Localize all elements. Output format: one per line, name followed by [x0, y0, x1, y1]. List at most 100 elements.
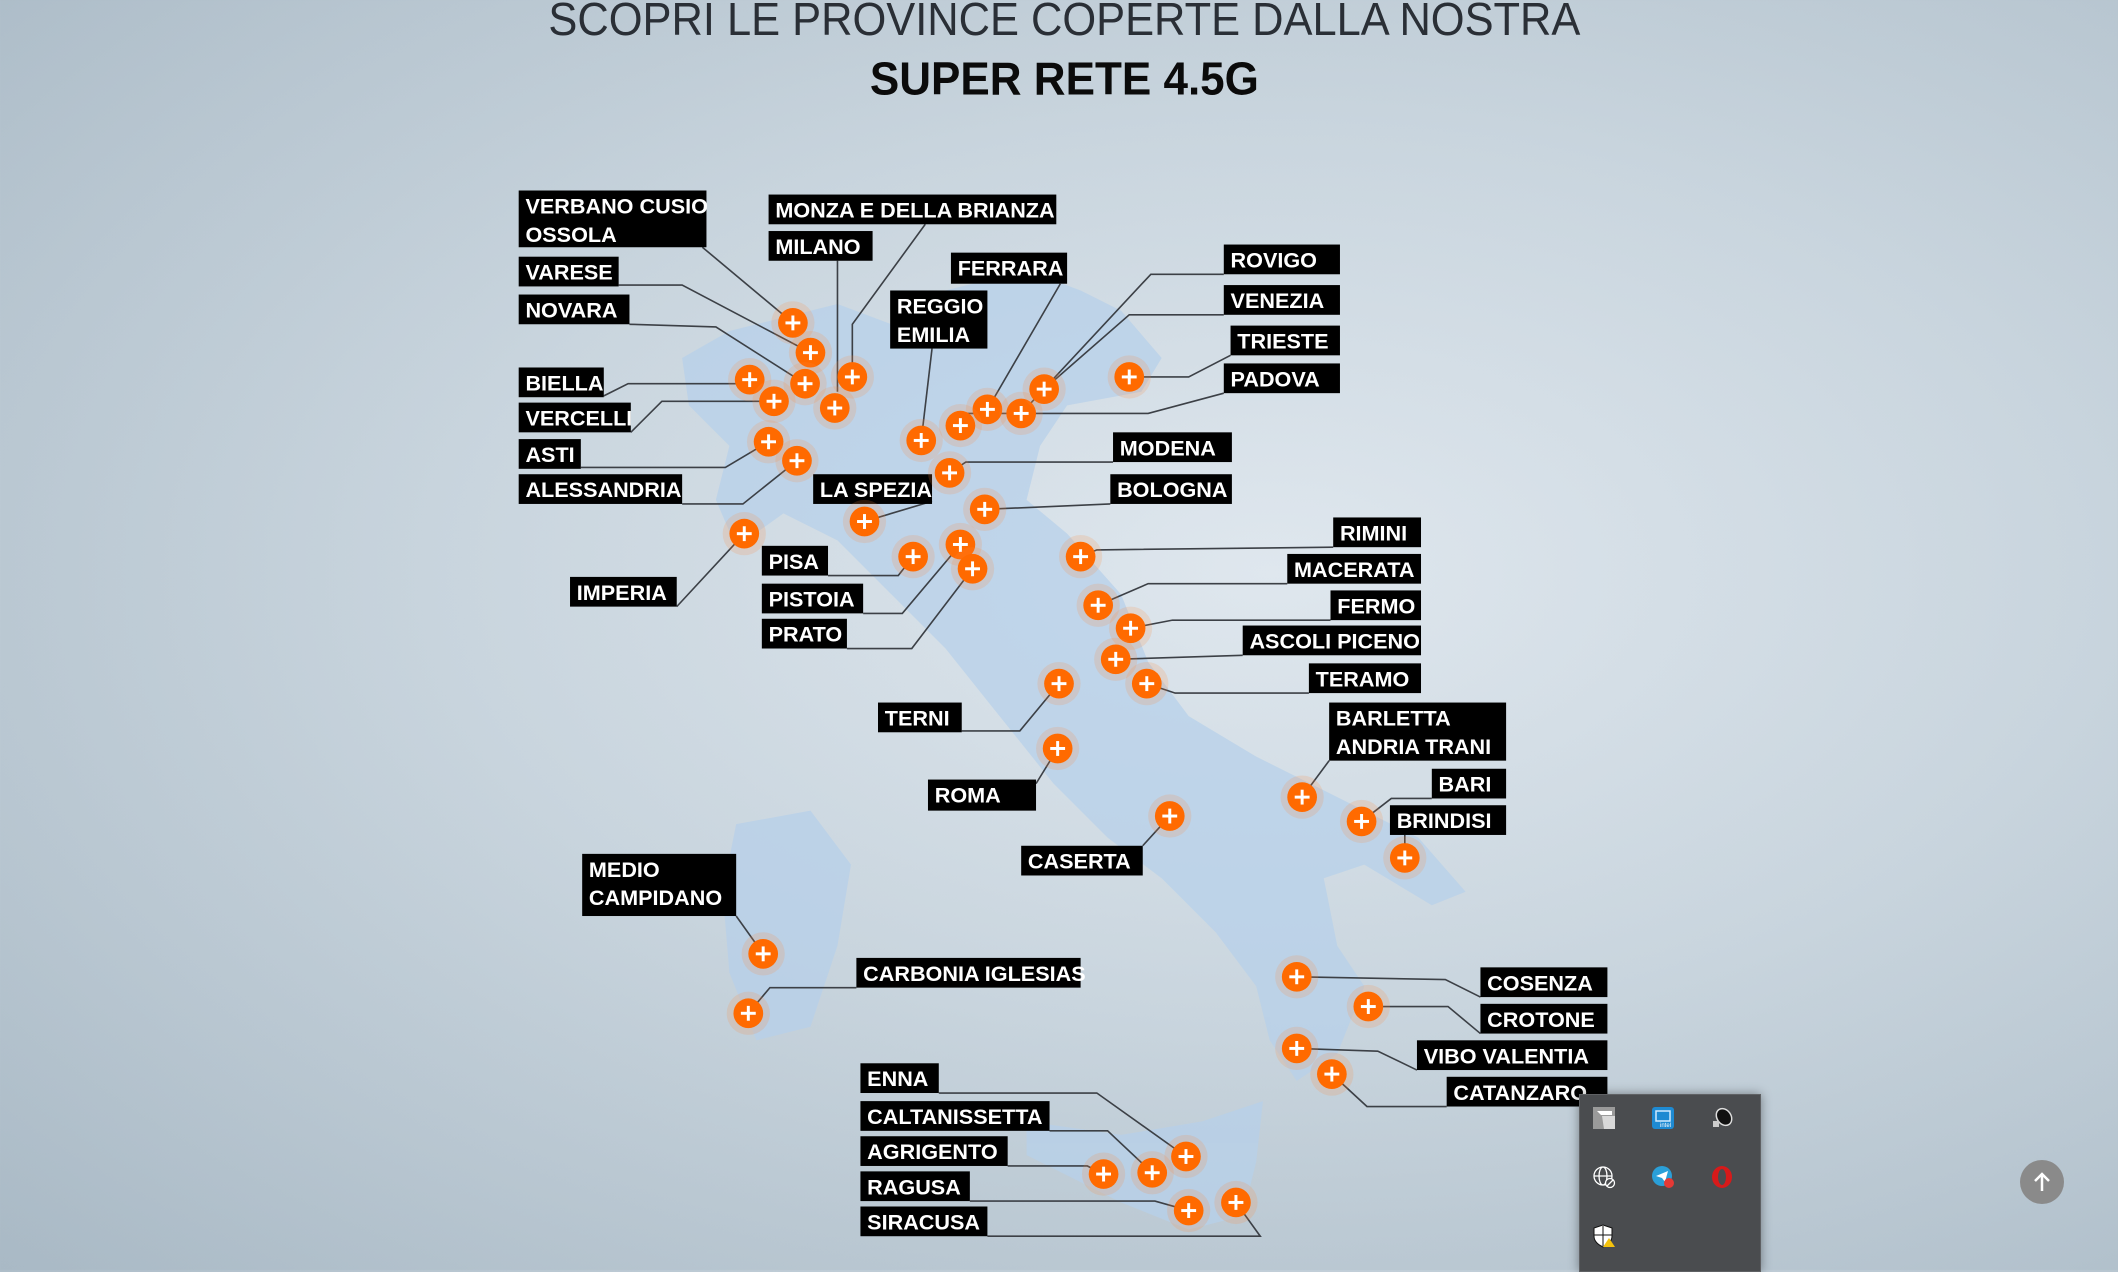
marker-plus-icon-novara[interactable] — [783, 362, 827, 406]
marker-plus-icon-enna[interactable] — [1164, 1134, 1208, 1179]
marker-plus-icon-rovigo[interactable] — [999, 391, 1043, 436]
province-label-vercelli[interactable]: VERCELLI — [518, 402, 633, 433]
province-label-rimini[interactable]: RIMINI — [1333, 517, 1422, 548]
province-label-pisa[interactable]: PISA — [761, 545, 829, 576]
marker-plus-icon-biella[interactable] — [728, 358, 772, 402]
marker-plus-icon-roma[interactable] — [1036, 726, 1080, 771]
province-label-cosenza[interactable]: COSENZA — [1480, 967, 1608, 998]
marker-plus-icon-macerata[interactable] — [1076, 583, 1120, 627]
province-label-prato[interactable]: PRATO — [761, 618, 847, 649]
marker-plus-icon-siracusa[interactable] — [1214, 1180, 1258, 1225]
marker-plus-icon-cosenza[interactable] — [1275, 955, 1319, 999]
marker-plus-icon-varese[interactable] — [788, 331, 833, 375]
marker-plus-icon-ferrara[interactable] — [965, 387, 1010, 431]
marker-plus-icon-monza-e-della-brianza[interactable] — [830, 355, 874, 399]
province-name: PADOVA — [1231, 366, 1321, 391]
scroll-to-top-button[interactable] — [2020, 1160, 2064, 1204]
province-label-brindisi[interactable]: BRINDISI — [1389, 805, 1507, 835]
intel-graphics-icon[interactable]: intel — [1649, 1104, 1677, 1132]
marker-plus-icon-milano[interactable] — [813, 386, 857, 430]
marker-plus-icon-verbano-cusio-ossola[interactable] — [771, 301, 815, 345]
province-label-barletta-andria-trani[interactable]: BARLETTA ANDRIA TRANI — [1329, 702, 1507, 761]
province-label-modena[interactable]: MODENA — [1113, 432, 1232, 463]
marker-plus-icon-carbonia-iglesias[interactable] — [726, 991, 770, 1035]
marker-plus-icon-trieste[interactable] — [1107, 355, 1151, 399]
province-label-catanzaro[interactable]: CATANZARO — [1446, 1076, 1608, 1107]
marker-plus-icon-barletta-andria-trani[interactable] — [1280, 775, 1324, 819]
province-label-bari[interactable]: BARI — [1431, 768, 1507, 799]
province-label-la-spezia[interactable]: LA SPEZIA — [813, 474, 932, 504]
province-label-imperia[interactable]: IMPERIA — [570, 576, 677, 607]
marker-plus-icon-bari[interactable] — [1339, 799, 1384, 844]
province-label-venezia[interactable]: VENEZIA — [1223, 285, 1340, 315]
province-label-alessandria[interactable]: ALESSANDRIA — [518, 474, 683, 504]
province-label-monza-e-della-brianza[interactable]: MONZA E DELLA BRIANZA — [768, 194, 1057, 225]
marker-plus-icon-brindisi[interactable] — [1383, 836, 1427, 880]
province-label-trieste[interactable]: TRIESTE — [1230, 325, 1340, 356]
marker-plus-icon-la-spezia[interactable] — [842, 499, 887, 544]
province-label-carbonia-iglesias[interactable]: CARBONIA IGLESIAS — [856, 957, 1086, 988]
marker-plus-icon-reggio-emilia[interactable] — [899, 418, 943, 463]
leader-line-ascoli-piceno — [1115, 654, 1243, 661]
marker-plus-icon-alessandria[interactable] — [775, 439, 819, 483]
marker-plus-icon-ragusa[interactable] — [1167, 1188, 1211, 1233]
opera-icon[interactable] — [1708, 1163, 1736, 1191]
marker-plus-icon-venezia[interactable] — [1022, 367, 1066, 411]
province-label-pistoia[interactable]: PISTOIA — [761, 583, 864, 614]
app-g-icon[interactable] — [1590, 1104, 1618, 1132]
province-label-caltanissetta[interactable]: CALTANISSETTA — [860, 1101, 1050, 1131]
province-label-caserta[interactable]: CASERTA — [1021, 845, 1143, 876]
province-label-novara[interactable]: NOVARA — [518, 294, 630, 325]
province-label-varese[interactable]: VARESE — [518, 256, 619, 287]
province-label-roma[interactable]: ROMA — [927, 779, 1037, 811]
windows-security-warning-icon[interactable] — [1590, 1222, 1618, 1250]
province-label-vibo-valentia[interactable]: VIBO VALENTIA — [1416, 1040, 1608, 1071]
network-blocked-icon[interactable] — [1590, 1163, 1618, 1191]
marker-plus-icon-prato[interactable] — [950, 547, 995, 591]
province-label-ascoli-piceno[interactable]: ASCOLI PICENO — [1242, 625, 1422, 656]
speaker-icon[interactable] — [1708, 1104, 1736, 1132]
marker-plus-icon-fermo[interactable] — [1108, 606, 1153, 650]
leader-line-rovigo — [1020, 273, 1224, 414]
marker-plus-icon-pisa[interactable] — [891, 535, 935, 579]
leader-line-venezia — [1043, 313, 1224, 390]
province-label-milano[interactable]: MILANO — [768, 231, 873, 261]
province-label-agrigento[interactable]: AGRIGENTO — [860, 1136, 1008, 1166]
province-label-asti[interactable]: ASTI — [518, 439, 581, 469]
marker-plus-icon-modena[interactable] — [927, 451, 972, 495]
province-label-bologna[interactable]: BOLOGNA — [1110, 474, 1232, 504]
marker-plus-icon-asti[interactable] — [746, 420, 791, 464]
marker-plus-icon-vercelli[interactable] — [752, 379, 796, 423]
marker-plus-icon-vibo-valentia[interactable] — [1275, 1026, 1319, 1071]
province-label-macerata[interactable]: MACERATA — [1287, 553, 1422, 584]
province-label-fermo[interactable]: FERMO — [1330, 590, 1422, 621]
province-label-siracusa[interactable]: SIRACUSA — [860, 1206, 988, 1237]
marker-plus-icon-crotone[interactable] — [1346, 984, 1390, 1029]
marker-plus-icon-agrigento[interactable] — [1081, 1152, 1126, 1196]
marker-plus-icon-imperia[interactable] — [722, 512, 766, 556]
marker-plus-icon-caltanissetta[interactable] — [1130, 1151, 1174, 1195]
province-label-teramo[interactable]: TERAMO — [1308, 663, 1422, 694]
province-label-verbano-cusio-ossola[interactable]: VERBANO CUSIO OSSOLA — [518, 190, 708, 248]
marker-plus-icon-rimini[interactable] — [1059, 535, 1103, 579]
marker-plus-icon-ascoli-piceno[interactable] — [1094, 637, 1138, 681]
marker-plus-icon-bologna[interactable] — [963, 487, 1007, 531]
telegram-icon[interactable] — [1649, 1163, 1677, 1191]
province-label-medio-campidano[interactable]: MEDIO CAMPIDANO — [582, 853, 737, 917]
province-label-padova[interactable]: PADOVA — [1223, 363, 1340, 394]
marker-plus-icon-pistoia[interactable] — [938, 522, 983, 567]
marker-plus-icon-padova[interactable] — [938, 403, 983, 448]
marker-plus-icon-caserta[interactable] — [1148, 794, 1192, 838]
province-label-ragusa[interactable]: RAGUSA — [860, 1171, 970, 1202]
province-label-reggio-emilia[interactable]: REGGIO EMILIA — [890, 290, 988, 349]
province-label-rovigo[interactable]: ROVIGO — [1223, 244, 1340, 275]
province-label-enna[interactable]: ENNA — [860, 1063, 939, 1094]
marker-plus-icon-terni[interactable] — [1037, 662, 1081, 706]
marker-plus-icon-teramo[interactable] — [1125, 662, 1169, 706]
province-label-crotone[interactable]: CROTONE — [1480, 1003, 1608, 1034]
marker-plus-icon-medio-campidano[interactable] — [741, 932, 785, 976]
marker-plus-icon-catanzaro[interactable] — [1310, 1052, 1354, 1096]
province-label-ferrara[interactable]: FERRARA — [950, 252, 1068, 284]
province-label-biella[interactable]: BIELLA — [518, 367, 604, 398]
province-label-terni[interactable]: TERNI — [877, 702, 962, 733]
